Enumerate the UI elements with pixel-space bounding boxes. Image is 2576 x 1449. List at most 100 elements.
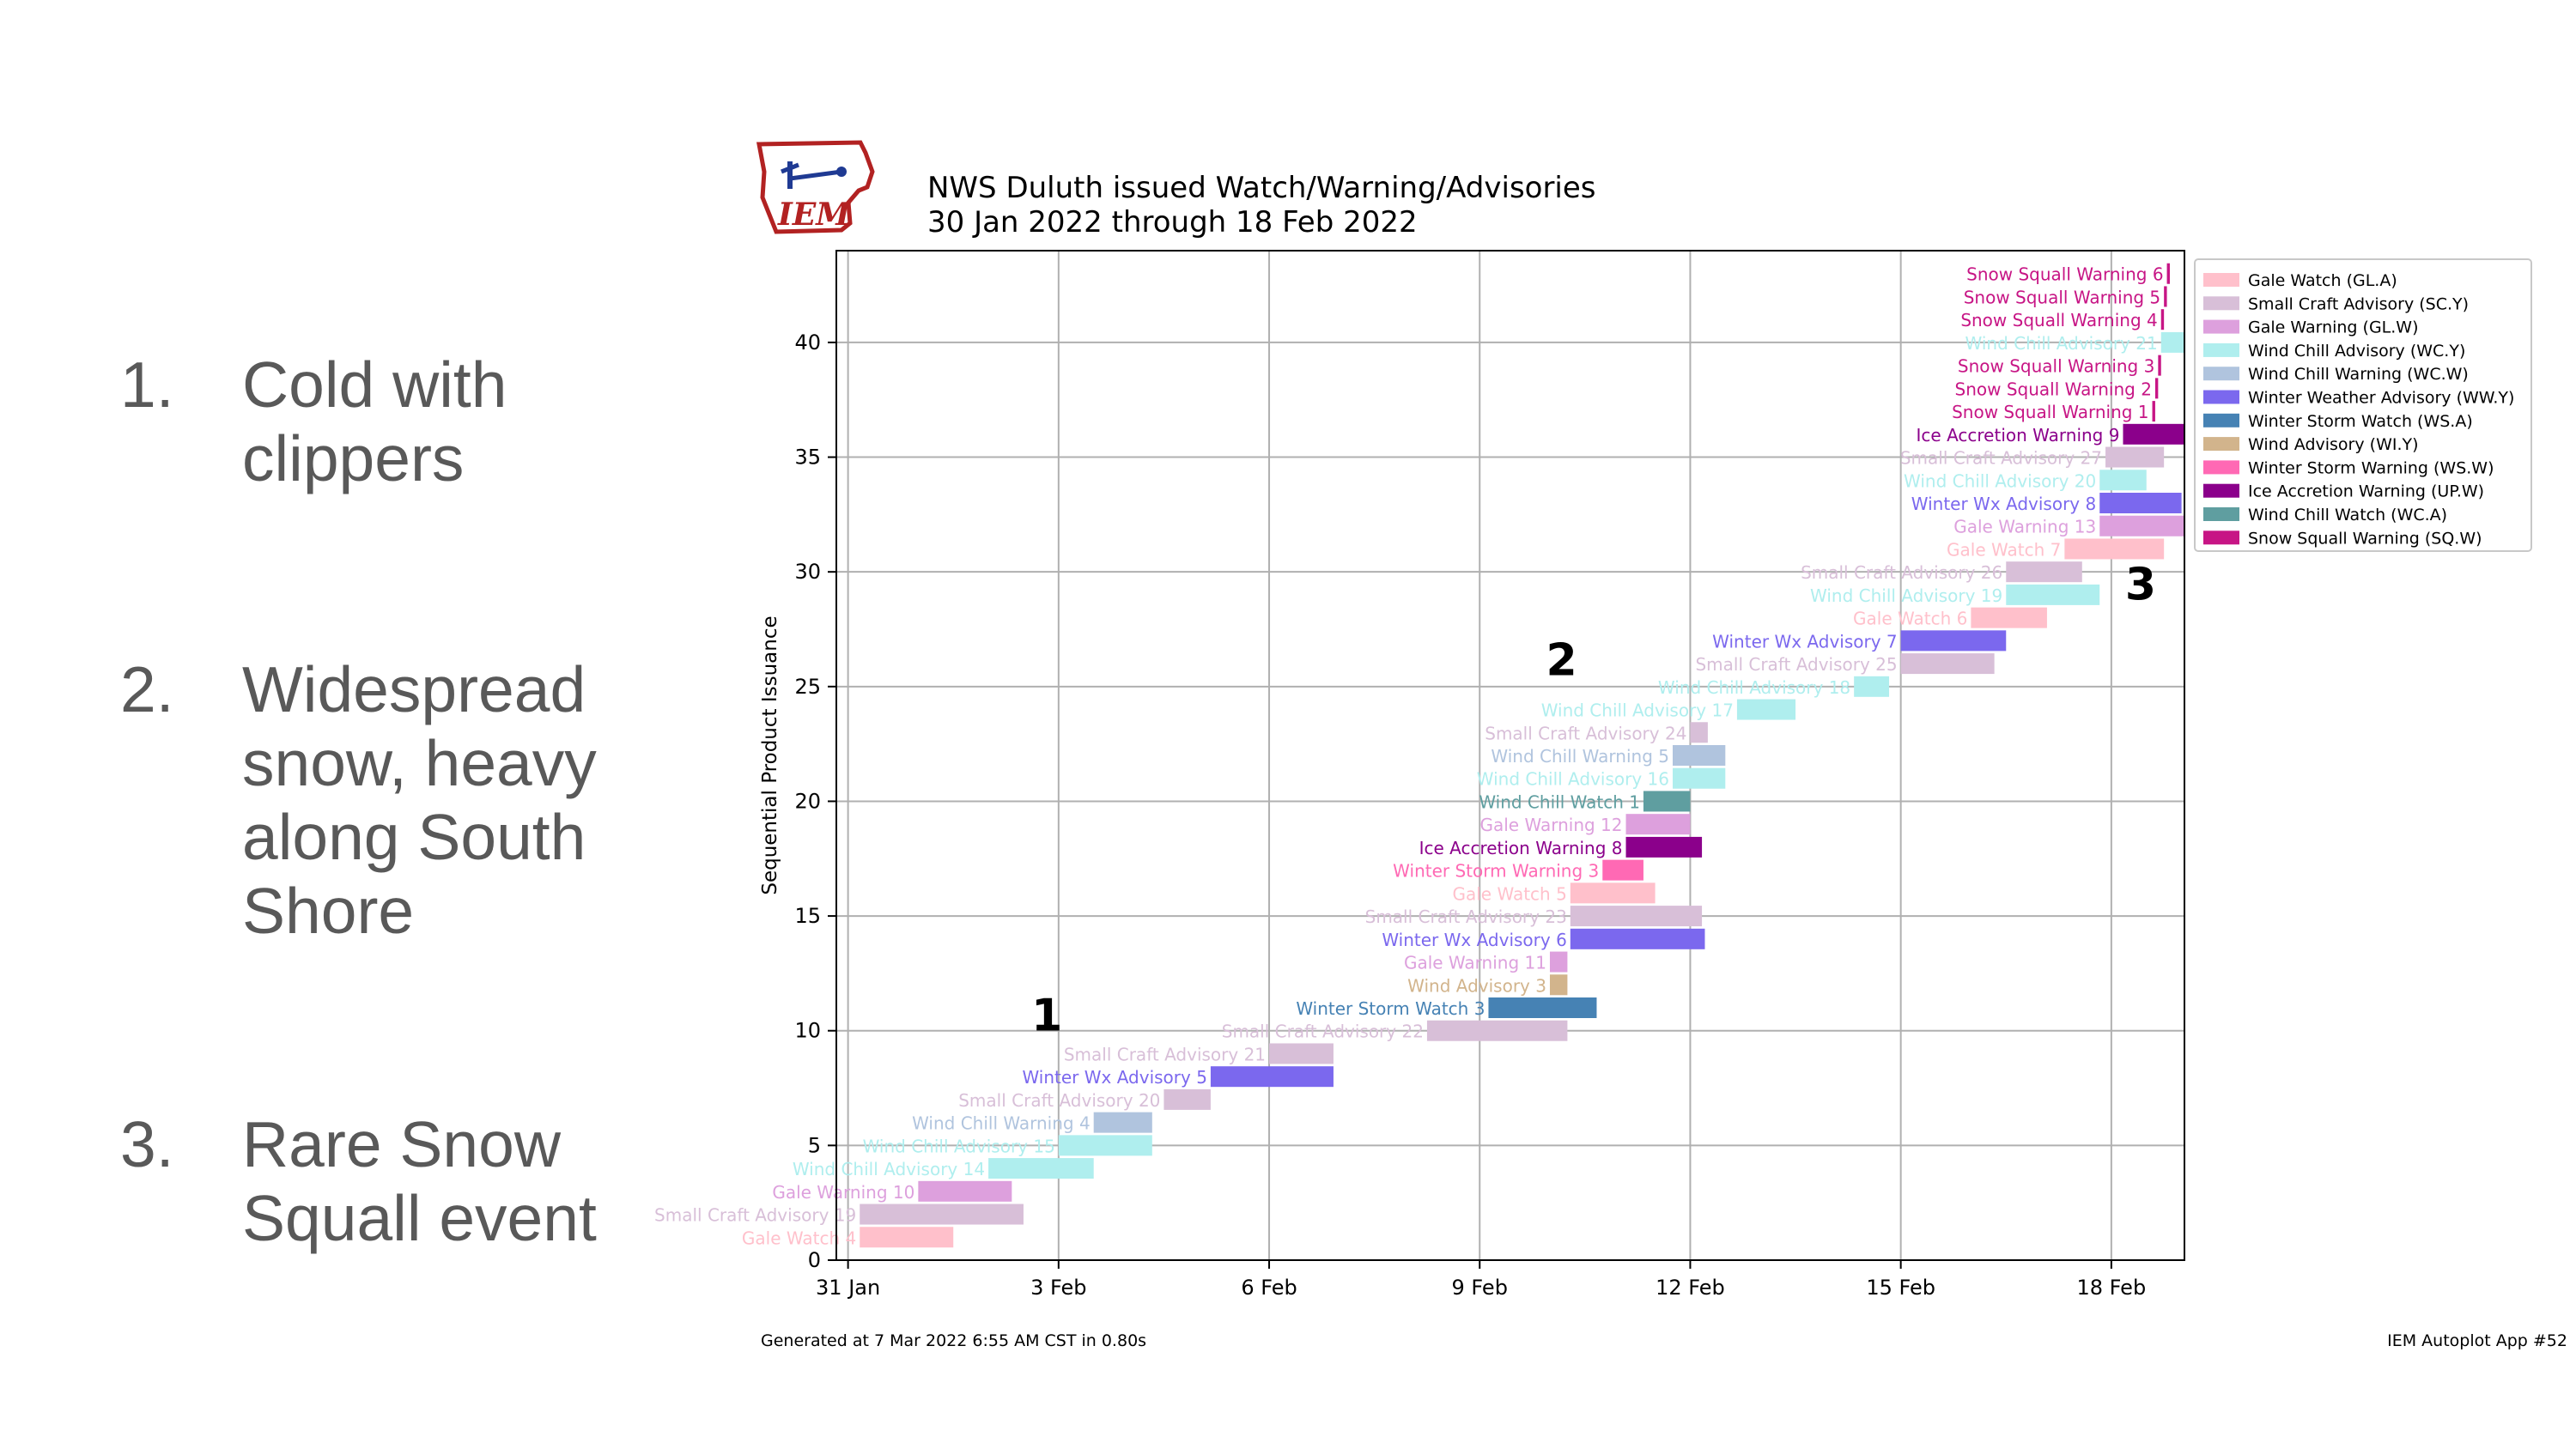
x-tick-label: 18 Feb <box>2077 1276 2147 1300</box>
event-bar <box>1570 906 1703 927</box>
event-bar <box>2160 331 2184 353</box>
event-label: Gale Warning 11 <box>1404 953 1546 973</box>
y-tick-label: 10 <box>794 1019 821 1043</box>
event-bar <box>2152 401 2155 422</box>
y-tick-label: 30 <box>794 560 821 584</box>
event-bar <box>1673 767 1726 789</box>
event-label: Small Craft Advisory 19 <box>654 1205 856 1226</box>
event-bar <box>1736 699 1796 720</box>
chart-title: NWS Duluth issued Watch/Warning/Advisori… <box>927 171 1596 205</box>
event-label: Snow Squall Warning 4 <box>1960 310 2157 330</box>
event-bar <box>1643 791 1691 812</box>
legend-label: Ice Accretion Warning (UP.W) <box>2248 482 2484 501</box>
event-label: Gale Warning 10 <box>772 1182 914 1203</box>
annotation-label: 2 <box>1546 634 1577 686</box>
y-tick-label: 0 <box>808 1248 821 1272</box>
event-label: Ice Accretion Warning 9 <box>1917 425 2120 446</box>
event-label: Snow Squall Warning 6 <box>1966 264 2163 285</box>
event-bar <box>1549 974 1568 996</box>
event-bar <box>860 1227 954 1248</box>
event-label: Small Craft Advisory 27 <box>1900 448 2102 469</box>
annotation-label: 1 <box>1031 991 1062 1042</box>
point-3: 3. Rare Snow Squall event <box>120 1107 654 1255</box>
anemometer-line <box>789 169 842 181</box>
event-bar <box>2166 263 2170 284</box>
point-3-number: 3. <box>120 1108 174 1180</box>
legend-swatch <box>2203 460 2239 475</box>
point-1: 1. Cold with clippers <box>120 348 654 495</box>
event-bar <box>918 1180 1012 1202</box>
legend-swatch <box>2203 530 2239 545</box>
event-bar <box>1093 1112 1152 1133</box>
legend-label: Wind Chill Warning (WC.W) <box>2248 365 2469 384</box>
event-bar <box>2006 561 2082 583</box>
event-label: Wind Chill Advisory 14 <box>793 1159 985 1179</box>
event-label: Wind Chill Warning 4 <box>912 1113 1091 1134</box>
event-bar <box>1602 859 1643 881</box>
annotations: 1 2 3 <box>1031 559 2156 1041</box>
event-label: Wind Chill Advisory 20 <box>1904 470 2096 491</box>
event-bar <box>1971 607 2047 628</box>
event-label: Small Craft Advisory 22 <box>1222 1022 1424 1042</box>
event-bar <box>2160 309 2165 330</box>
event-bar <box>2105 446 2165 468</box>
event-bar <box>860 1203 1024 1225</box>
event-label: Wind Chill Advisory 15 <box>863 1136 1055 1156</box>
legend-label: Winter Storm Watch (WS.A) <box>2248 412 2473 431</box>
x-tick-label: 3 Feb <box>1030 1276 1086 1300</box>
x-axis: 31 Jan 3 Feb 6 Feb 9 Feb 12 Feb 15 Feb 18 Feb <box>816 1260 2146 1300</box>
x-tick-label: 31 Jan <box>816 1276 880 1300</box>
event-label: Small Craft Advisory 21 <box>1064 1044 1266 1064</box>
event-label: Gale Watch 7 <box>1947 539 2061 560</box>
event-bar <box>2099 470 2147 491</box>
legend-label: Wind Advisory (WI.Y) <box>2248 435 2419 454</box>
event-bar <box>1549 951 1568 973</box>
footer-app: IEM Autoplot App #52 <box>2387 1331 2567 1350</box>
event-label: Winter Wx Advisory 7 <box>1712 631 1897 652</box>
y-tick-label: 35 <box>794 446 821 470</box>
event-label: Wind Chill Warning 5 <box>1491 746 1669 767</box>
event-label: Small Craft Advisory 20 <box>958 1090 1160 1111</box>
event-label: Winter Storm Warning 3 <box>1393 861 1599 882</box>
event-bar <box>1900 630 2007 652</box>
y-tick-label: 5 <box>808 1133 821 1157</box>
event-label: Wind Chill Watch 1 <box>1479 791 1640 812</box>
legend-swatch <box>2203 273 2239 287</box>
event-bar <box>1488 997 1597 1018</box>
event-bar <box>2154 378 2159 399</box>
legend-swatch <box>2203 390 2239 404</box>
point-1-number: 1. <box>120 349 174 421</box>
event-bar <box>1269 1043 1334 1064</box>
point-2-number: 2. <box>120 653 174 725</box>
event-bar <box>2099 493 2182 513</box>
tower-line <box>781 162 799 174</box>
legend-swatch <box>2203 296 2239 311</box>
legend-swatch <box>2203 437 2239 452</box>
event-bar <box>1570 928 1705 949</box>
iem-logo-text: IEM <box>777 197 851 233</box>
event-label: Small Craft Advisory 24 <box>1485 723 1686 743</box>
event-label: Wind Chill Advisory 16 <box>1477 769 1669 790</box>
legend-swatch <box>2203 507 2239 521</box>
event-label: Snow Squall Warning 2 <box>1955 379 2152 399</box>
event-bar <box>1210 1066 1334 1088</box>
event-bar <box>1163 1088 1211 1110</box>
y-tick-label: 40 <box>794 330 821 355</box>
x-tick-label: 9 Feb <box>1452 1276 1508 1300</box>
legend-label: Snow Squall Warning (SQ.W) <box>2248 529 2482 548</box>
legend-swatch <box>2203 343 2239 357</box>
event-label: Gale Watch 4 <box>742 1228 856 1248</box>
event-label: Wind Advisory 3 <box>1407 975 1546 996</box>
event-bar <box>2064 538 2165 560</box>
legend-label: Wind Chill Advisory (WC.Y) <box>2248 342 2465 361</box>
event-bar <box>1426 1020 1568 1041</box>
x-tick-label: 15 Feb <box>1866 1276 1935 1300</box>
event-label: Snow Squall Warning 3 <box>1958 356 2154 377</box>
point-1-text: Cold with clippers <box>242 349 507 494</box>
event-label: Ice Accretion Warning 8 <box>1419 838 1623 858</box>
event-label: Winter Wx Advisory 5 <box>1022 1067 1206 1088</box>
point-2: 2. Widespread snow, heavy along South Sh… <box>120 652 654 948</box>
legend-label: Gale Watch (GL.A) <box>2248 271 2397 290</box>
